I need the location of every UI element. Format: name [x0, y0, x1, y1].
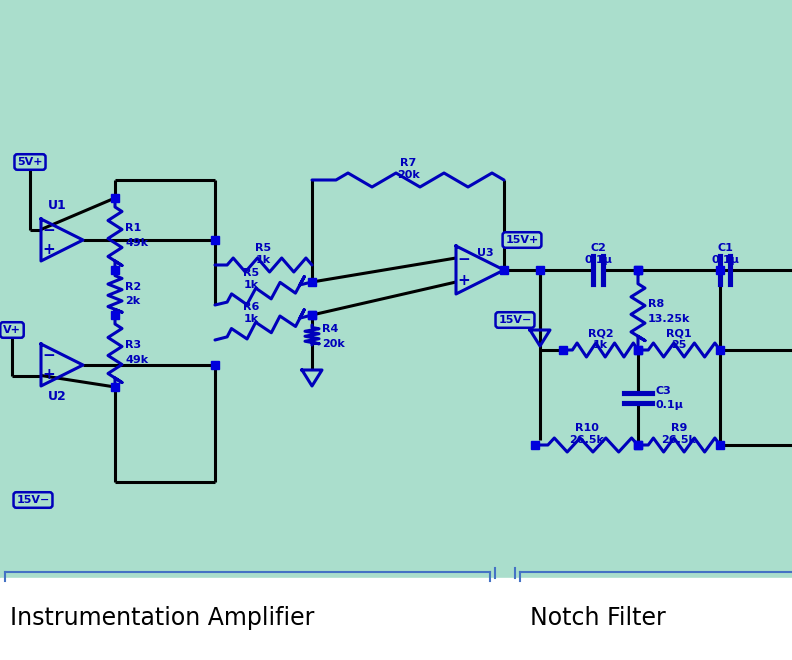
Text: −: − — [458, 251, 470, 267]
Text: 15V+: 15V+ — [505, 235, 539, 245]
Text: 25: 25 — [672, 340, 687, 350]
Text: 26.5k: 26.5k — [661, 435, 696, 445]
Text: R5: R5 — [243, 267, 260, 277]
Text: 13.25k: 13.25k — [648, 314, 691, 324]
Text: U1: U1 — [48, 199, 67, 212]
Text: R1: R1 — [125, 223, 141, 233]
Text: 0.1μ: 0.1μ — [584, 255, 612, 265]
Bar — [0, 578, 792, 660]
Text: R4: R4 — [322, 324, 338, 334]
Text: 49k: 49k — [125, 238, 148, 248]
Text: +: + — [458, 273, 470, 288]
Text: R7: R7 — [400, 158, 416, 168]
Text: 5V+: 5V+ — [17, 157, 43, 167]
Text: 20k: 20k — [397, 170, 420, 180]
Text: 15V−: 15V− — [498, 315, 531, 325]
Text: 1k: 1k — [244, 280, 259, 290]
Text: R9: R9 — [671, 423, 687, 433]
Text: 15V−: 15V− — [17, 495, 50, 505]
Text: R5: R5 — [256, 243, 272, 253]
Text: 0.1μ: 0.1μ — [656, 401, 683, 411]
Text: R6: R6 — [243, 302, 260, 312]
Text: 20k: 20k — [322, 339, 345, 349]
Text: −: − — [43, 223, 55, 238]
Text: R3: R3 — [125, 340, 141, 350]
Text: +: + — [43, 242, 55, 257]
Text: +: + — [43, 367, 55, 382]
Text: C2: C2 — [590, 243, 606, 253]
Text: Notch Filter: Notch Filter — [530, 606, 666, 630]
Text: 0.1μ: 0.1μ — [711, 255, 739, 265]
Text: 49k: 49k — [125, 355, 148, 365]
Text: 1k: 1k — [256, 255, 271, 265]
Text: −: − — [43, 348, 55, 363]
Text: U2: U2 — [48, 390, 67, 403]
Text: 1k: 1k — [593, 340, 608, 350]
Text: 1k: 1k — [244, 315, 259, 325]
Text: U3: U3 — [477, 248, 493, 258]
Text: C1: C1 — [717, 243, 733, 253]
Text: Instrumentation Amplifier: Instrumentation Amplifier — [10, 606, 314, 630]
Text: 26.5k: 26.5k — [569, 435, 604, 445]
Text: C3: C3 — [656, 387, 672, 397]
Text: 2k: 2k — [125, 296, 140, 306]
Text: R2: R2 — [125, 282, 141, 292]
Text: V+: V+ — [3, 325, 21, 335]
Text: R8: R8 — [648, 299, 664, 309]
Text: RQ1: RQ1 — [666, 328, 692, 338]
Text: RQ2: RQ2 — [588, 328, 613, 338]
Text: R10: R10 — [574, 423, 599, 433]
